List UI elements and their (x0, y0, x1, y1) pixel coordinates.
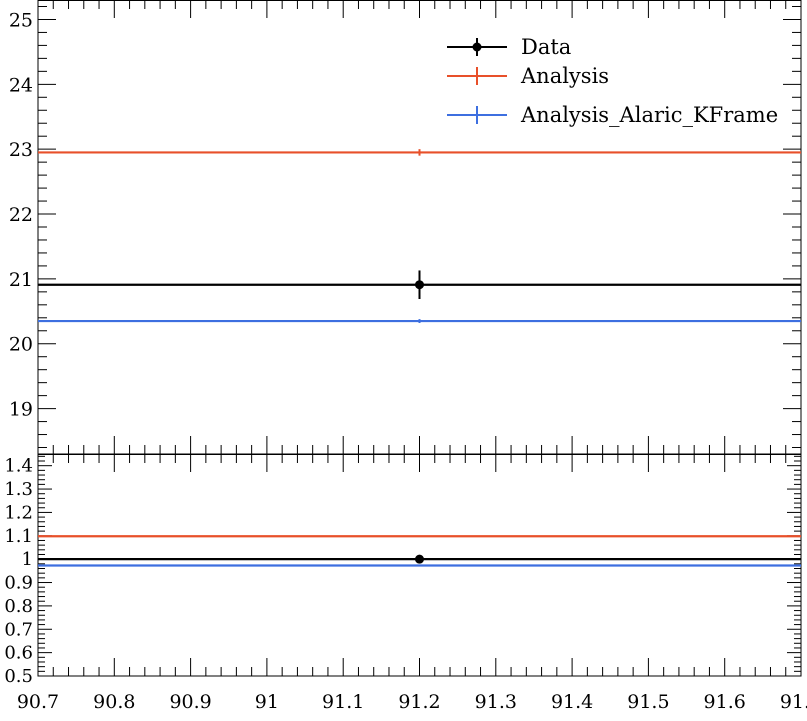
ratio-y-tick-label: 1.3 (4, 479, 33, 500)
x-tick-label: 91.3 (475, 691, 517, 713)
ratio-y-tick-label: 1 (22, 549, 33, 570)
main-panel: 19 20 21 22 23 24 25 (9, 0, 802, 455)
ratio-panel: 0.50.6 0.70.80.9 11.1 1.21.31.4 (4, 453, 802, 687)
ratio-y-tick-label: 0.9 (4, 573, 33, 594)
ratio-y-tick-label: 0.8 (4, 596, 33, 617)
main-frame (37, 0, 802, 455)
ratio-y-tick-label: 1.2 (4, 502, 33, 523)
x-tick-label: 91.7 (780, 691, 807, 713)
y-tick-label: 24 (9, 74, 33, 96)
y-tick-label: 20 (9, 334, 33, 356)
x-tick-label: 91.1 (322, 691, 364, 713)
ratio-y-tick-label: 1.1 (4, 526, 33, 547)
y-tick-label: 19 (9, 399, 33, 421)
legend-label-0: Data (521, 35, 571, 59)
legend-label-2: Analysis_Alaric_KFrame (520, 103, 778, 127)
ratio-y-tick-label: 0.5 (4, 666, 33, 687)
ratio-y-tick-label: 1.4 (4, 456, 33, 477)
legend-marker-0 (472, 42, 482, 52)
data-point (415, 280, 424, 290)
x-axis: 90.7 90.8 90.9 91 91.1 91.2 91.3 91.4 91.5 91.6 91… (17, 691, 807, 713)
x-tick-label: 91.6 (704, 691, 746, 713)
y-tick-label: 25 (9, 9, 33, 31)
x-tick-label: 90.9 (169, 691, 211, 713)
ratio-data-point (415, 554, 424, 564)
legend: Data Analysis Analysis_Alaric_KFrame (447, 35, 778, 127)
legend-label-1: Analysis (520, 64, 609, 88)
x-tick-label: 91 (255, 691, 279, 713)
ratio-y-tick-label: 0.7 (4, 619, 33, 640)
x-tick-label: 90.8 (93, 691, 135, 713)
x-tick-label: 91.5 (627, 691, 669, 713)
y-tick-label: 23 (9, 139, 33, 161)
x-tick-label: 91.4 (551, 691, 593, 713)
x-tick-label: 91.2 (398, 691, 440, 713)
x-tick-label: 90.7 (17, 691, 59, 713)
y-tick-label: 22 (9, 204, 33, 226)
ratio-y-tick-label: 0.6 (4, 643, 33, 664)
y-tick-label: 21 (9, 269, 33, 291)
